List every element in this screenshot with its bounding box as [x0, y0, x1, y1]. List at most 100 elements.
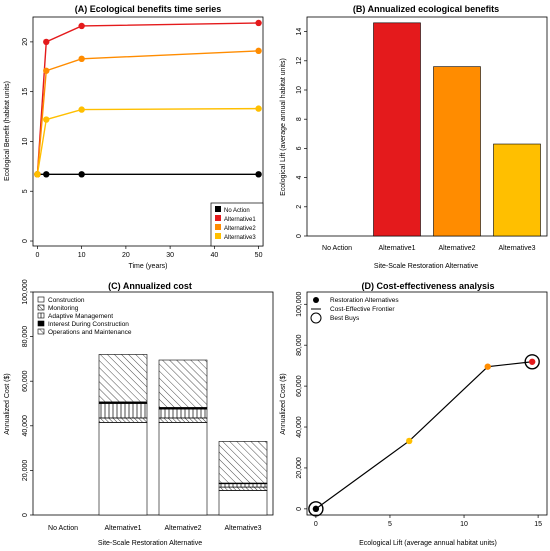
bar-segment-4	[98, 354, 148, 403]
panel-d: (D) Cost-effectiveness analysis Ecologic…	[280, 281, 548, 547]
x-tick-label: 50	[255, 252, 263, 259]
panel-d-axes: 0 5 10 15 0 20,000 40,000 60,000 80,000 100,000	[296, 292, 542, 528]
x-tick-label: 0	[314, 521, 318, 528]
panel-a-xlabel: Time (years)	[128, 263, 167, 270]
panel-b-ylabel: Ecological Lift (average annual habitat …	[280, 58, 287, 196]
legend-label-no-action: No Action	[224, 208, 250, 214]
panel-b-xlabel: Site-Scale Restoration Alternative	[374, 263, 478, 270]
series-point-2	[78, 55, 85, 63]
legend-label-restoration-alternatives: Restoration Alternatives	[330, 297, 399, 304]
panel-c-axes: 0 20,000 40,000 60,000 80,000 100,000 No Actio…	[22, 279, 262, 532]
series-point-3	[43, 116, 50, 123]
panel-b-plot-area	[306, 16, 548, 237]
series-point-3	[255, 105, 262, 112]
series-point-3	[34, 171, 41, 178]
y-tick-label: 0	[296, 234, 303, 238]
y-tick-label: 5	[22, 189, 29, 193]
panel-a: (A) Ecological benefits time series Time…	[4, 4, 264, 270]
panel-d-ylabel: Annualized Cost ($)	[280, 373, 287, 434]
legend-label-best-buys: Best Buys	[330, 315, 360, 322]
legend-swatch-om	[37, 328, 45, 335]
x-tick-label: No Action	[48, 525, 78, 532]
legend-swatch-alt3	[215, 233, 221, 239]
panel-c-xlabel: Site-Scale Restoration Alternative	[98, 540, 202, 547]
panel-a-legend: No Action Alternative1 Alternative2 Alte…	[210, 202, 264, 247]
legend-label-alt3: Alternative3	[224, 235, 256, 241]
bar-segment-1	[98, 417, 148, 423]
panel-a-title: (A) Ecological benefits time series	[75, 4, 222, 14]
legend-marker-restoration-alternatives	[313, 297, 319, 303]
y-tick-label: 12	[296, 57, 303, 65]
series-point-0	[43, 171, 50, 178]
x-tick-label: Alternative2	[439, 245, 476, 252]
panel-b: (B) Annualized ecological benefits Site-…	[280, 4, 548, 270]
panel-c-legend: Construction Monitoring Adaptive Managem…	[37, 296, 132, 336]
series-line-3	[36, 107, 259, 175]
bar-segment-1	[158, 417, 208, 423]
bar-segment-2	[98, 403, 148, 419]
restoration-alternative-point	[484, 363, 491, 370]
series-point-0	[78, 171, 85, 178]
restoration-alternative-point	[406, 437, 413, 445]
y-tick-label: 80,000	[296, 334, 303, 356]
panel-b-bars	[373, 22, 541, 237]
bar	[373, 22, 421, 237]
y-tick-label: 60,000	[296, 375, 303, 397]
x-tick-label: 5	[388, 521, 392, 528]
legend-swatch-alt2	[215, 224, 221, 230]
x-tick-label: Alternative1	[105, 525, 142, 532]
bar	[433, 66, 481, 237]
legend-label-interest: Interest During Construction	[48, 321, 129, 328]
panel-c-ylabel: Annualized Cost ($)	[4, 373, 11, 434]
y-tick-label: 15	[22, 88, 29, 96]
panel-a-axes: 0 10 20 30 40 50 0 5 10 15 20	[22, 38, 263, 259]
legend-swatch-no-action	[215, 206, 221, 212]
bar-segment-1	[218, 486, 268, 491]
panel-d-plot-area	[306, 291, 548, 516]
series-point-2	[255, 47, 262, 55]
y-tick-label: 0	[22, 513, 29, 517]
panel-c-plot-area	[32, 291, 274, 516]
bar-segment-4	[218, 441, 268, 484]
series-point-2	[43, 67, 50, 74]
y-tick-label: 8	[296, 117, 303, 121]
y-tick-label: 100,000	[296, 292, 303, 317]
bar-segment-0	[218, 490, 268, 516]
y-tick-label: 60,000	[22, 370, 29, 392]
y-tick-label: 40,000	[22, 415, 29, 437]
legend-swatch-interest	[37, 320, 45, 327]
x-tick-label: Alternative1	[379, 245, 416, 252]
panel-d-legend: Restoration Alternatives Cost-Effective …	[310, 297, 399, 324]
panel-a-ylabel: Ecological Benefit (habitat units)	[4, 81, 11, 181]
panel-c: (C) Annualized cost Site-Scale Restorati…	[4, 279, 274, 547]
legend-label-adaptive: Adaptive Management	[48, 313, 113, 320]
legend-swatch-adaptive	[37, 312, 45, 319]
series-point-3	[78, 106, 85, 113]
panel-d-xlabel: Ecological Lift (average annual habitat …	[359, 540, 497, 547]
y-tick-label: 0	[22, 239, 29, 243]
x-tick-label: No Action	[322, 245, 352, 252]
bar-segment-2	[158, 408, 208, 419]
series-line-2	[36, 50, 259, 175]
panel-d-marks	[308, 354, 540, 517]
y-tick-label: 10	[22, 137, 29, 145]
panel-b-axes: 0 2 4 6 8 10 12 14 No Action Alternative1 Alternat…	[296, 28, 536, 252]
cost-effective-frontier	[315, 361, 533, 510]
y-tick-label: 10	[296, 86, 303, 94]
best-buy-ring	[524, 354, 540, 370]
y-tick-label: 6	[296, 146, 303, 150]
legend-label-om: Operations and Maintenance	[48, 329, 132, 336]
legend-marker-best-buys	[310, 312, 322, 324]
y-tick-label: 2	[296, 205, 303, 209]
x-tick-label: 15	[534, 521, 542, 528]
bar-segment-4	[158, 359, 208, 408]
y-tick-label: 20,000	[296, 457, 303, 479]
legend-label-frontier: Cost-Effective Frontier	[330, 306, 395, 313]
panel-b-title: (B) Annualized ecological benefits	[353, 4, 499, 14]
legend-label-construction: Construction	[48, 297, 85, 304]
panel-a-plot-area	[32, 16, 264, 247]
restoration-alternative-point	[312, 505, 320, 513]
legend-label-alt1: Alternative1	[224, 217, 256, 223]
y-tick-label: 100,000	[22, 279, 29, 304]
x-tick-label: 0	[35, 252, 39, 259]
